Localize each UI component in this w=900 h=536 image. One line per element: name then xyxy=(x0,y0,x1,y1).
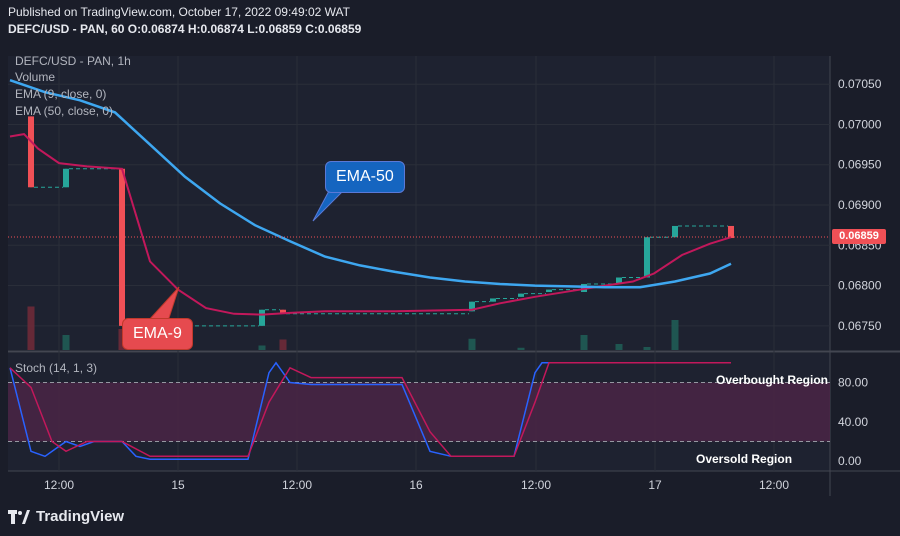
volume-bar xyxy=(468,338,476,350)
volume-bar xyxy=(517,347,525,350)
price-tick-label: 0.06900 xyxy=(838,198,882,212)
tradingview-icon xyxy=(8,509,30,524)
volume-bar xyxy=(615,344,623,350)
symbol-label: DEFC/USD - PAN, 1h xyxy=(15,54,131,68)
volume-bar xyxy=(62,335,70,350)
candle-body xyxy=(644,237,650,278)
ohlc-line: DEFC/USD - PAN, 60 O:0.06874 H:0.06874 L… xyxy=(8,22,362,36)
candle-body xyxy=(259,309,265,326)
volume-bar xyxy=(580,335,588,350)
stoch-tick-label: 80.00 xyxy=(838,376,868,390)
ema9-legend[interactable]: EMA (9, close, 0) xyxy=(15,87,107,101)
stoch-d-line xyxy=(9,362,731,458)
overbought-label: Overbought Region xyxy=(716,373,828,387)
ema50-callout: EMA-50 xyxy=(325,161,405,193)
tradingview-brand: TradingView xyxy=(36,508,125,525)
volume-bar xyxy=(671,320,679,350)
price-tick-label: 0.06800 xyxy=(838,279,882,293)
volume-bar xyxy=(643,347,651,350)
ema9-callout: EMA-9 xyxy=(122,318,193,350)
price-tick-label: 0.06950 xyxy=(838,158,882,172)
price-tick-label: 0.07050 xyxy=(838,77,882,91)
candle-body xyxy=(469,301,475,312)
price-tick-label: 0.07000 xyxy=(838,117,882,131)
candle-body xyxy=(546,289,552,293)
candle-body xyxy=(672,225,678,238)
volume-bar xyxy=(27,306,35,350)
stoch-tick-label: 0.00 xyxy=(838,454,862,468)
volume-bar xyxy=(258,345,266,350)
price-tick-label: 0.06750 xyxy=(838,319,882,333)
last-price-tag: 0.06859 xyxy=(832,229,886,244)
ema9-line xyxy=(9,133,732,316)
candle-body xyxy=(63,168,69,188)
volume-bar xyxy=(279,339,287,350)
time-tick-label: 12:00 xyxy=(44,478,74,492)
time-tick-label: 12:00 xyxy=(521,478,551,492)
candle-body xyxy=(28,116,34,188)
stoch-tick-label: 40.00 xyxy=(838,415,868,429)
ema50-line xyxy=(9,79,732,289)
time-tick-label: 15 xyxy=(171,478,185,492)
time-tick-label: 12:00 xyxy=(282,478,312,492)
candle-body xyxy=(616,277,622,284)
time-tick-label: 16 xyxy=(409,478,423,492)
price-pane xyxy=(8,56,830,350)
published-line: Published on TradingView.com, October 17… xyxy=(8,5,350,19)
time-tick-label: 17 xyxy=(648,478,662,492)
candle-body xyxy=(280,309,286,314)
candle-body xyxy=(490,298,496,302)
tradingview-logo[interactable]: TradingView xyxy=(8,508,124,525)
oversold-label: Oversold Region xyxy=(696,452,793,466)
stoch-legend[interactable]: Stoch (14, 1, 3) xyxy=(15,361,98,375)
candle-body xyxy=(119,168,125,326)
candle-body xyxy=(518,293,524,297)
volume-label[interactable]: Volume xyxy=(15,70,56,84)
ema50-legend[interactable]: EMA (50, close, 0) xyxy=(15,104,114,118)
time-tick-label: 12:00 xyxy=(759,478,789,492)
candle-body xyxy=(728,225,734,239)
